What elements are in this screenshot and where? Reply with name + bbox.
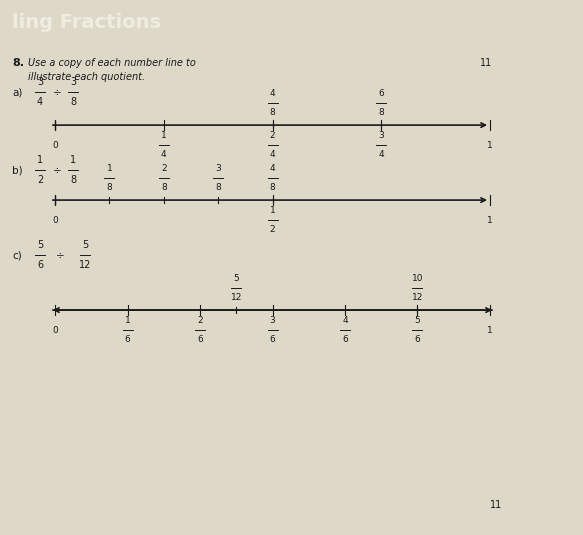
Text: 6: 6	[125, 335, 131, 344]
Text: 1: 1	[125, 316, 131, 325]
Text: 5: 5	[233, 274, 239, 283]
Text: 2: 2	[37, 175, 43, 185]
Text: 2: 2	[270, 225, 275, 234]
Text: 1: 1	[487, 141, 493, 150]
Text: 3: 3	[215, 164, 221, 173]
Text: ÷: ÷	[55, 250, 64, 260]
Text: 4: 4	[270, 150, 275, 159]
Text: 4: 4	[270, 89, 275, 98]
Text: 11: 11	[480, 58, 492, 68]
Text: 8: 8	[161, 183, 167, 192]
Text: 1: 1	[107, 164, 113, 173]
Text: 3: 3	[70, 77, 76, 87]
Text: 8: 8	[269, 183, 275, 192]
Text: 1: 1	[487, 326, 493, 334]
Text: 11: 11	[490, 500, 502, 510]
Text: 3: 3	[269, 316, 275, 325]
Text: 8: 8	[70, 97, 76, 107]
Text: 1: 1	[70, 155, 76, 165]
Text: 12: 12	[231, 293, 242, 302]
Text: ÷: ÷	[52, 165, 61, 175]
Text: 8: 8	[215, 183, 221, 192]
Text: 5: 5	[37, 240, 43, 250]
Text: 2: 2	[161, 164, 167, 173]
Text: 1: 1	[161, 131, 167, 140]
Text: Use a copy of each number line to: Use a copy of each number line to	[28, 58, 196, 68]
Text: 6: 6	[415, 335, 420, 344]
Text: 0: 0	[52, 216, 58, 225]
Text: 4: 4	[161, 150, 167, 159]
Text: illustrate each quotient.: illustrate each quotient.	[28, 72, 145, 82]
Text: 6: 6	[197, 335, 203, 344]
Text: 3: 3	[37, 77, 43, 87]
Text: 8: 8	[107, 183, 113, 192]
Text: 4: 4	[37, 97, 43, 107]
Text: 5: 5	[82, 240, 88, 250]
Text: 5: 5	[415, 316, 420, 325]
Text: 2: 2	[270, 131, 275, 140]
Text: 3: 3	[378, 131, 384, 140]
Text: 8: 8	[378, 108, 384, 117]
Text: 2: 2	[197, 316, 203, 325]
Text: b): b)	[12, 165, 23, 175]
Text: 12: 12	[79, 260, 91, 270]
Text: 8: 8	[70, 175, 76, 185]
Text: 0: 0	[52, 326, 58, 334]
Text: 6: 6	[269, 335, 275, 344]
Text: 4: 4	[270, 164, 275, 173]
Text: 1: 1	[487, 216, 493, 225]
Text: c): c)	[12, 250, 22, 260]
Text: 8: 8	[269, 108, 275, 117]
Text: 12: 12	[412, 293, 423, 302]
Text: 4: 4	[378, 150, 384, 159]
Text: 1: 1	[269, 206, 275, 215]
Text: a): a)	[12, 87, 22, 97]
Text: 10: 10	[412, 274, 423, 283]
Text: 6: 6	[378, 89, 384, 98]
Text: 8.: 8.	[12, 58, 24, 68]
Text: 1: 1	[37, 155, 43, 165]
Text: 6: 6	[342, 335, 348, 344]
Text: ÷: ÷	[52, 87, 61, 97]
Text: ling Fractions: ling Fractions	[12, 12, 161, 32]
Text: 0: 0	[52, 141, 58, 150]
Text: 6: 6	[37, 260, 43, 270]
Text: 4: 4	[342, 316, 348, 325]
